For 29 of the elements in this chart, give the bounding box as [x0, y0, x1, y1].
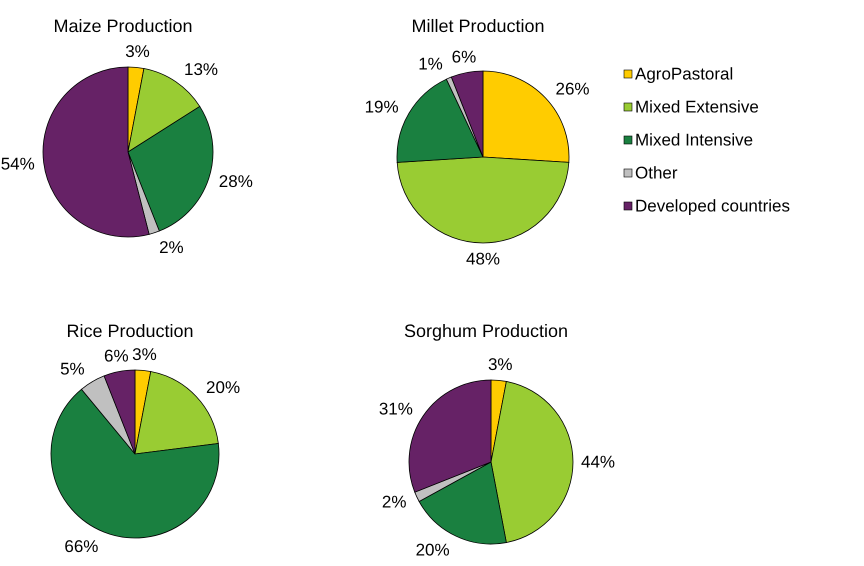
data-label: 5%	[60, 359, 85, 378]
legend-label: Developed countries	[635, 196, 790, 216]
legend-label: Mixed Intensive	[635, 130, 754, 150]
data-label: 44%	[581, 452, 616, 472]
legend-label: AgroPastoral	[635, 64, 734, 84]
data-label: 19%	[364, 98, 399, 117]
legend-label: Mixed Extensive	[635, 98, 759, 116]
data-label: 28%	[218, 172, 253, 192]
data-label: 13%	[184, 60, 218, 80]
data-label: 2%	[159, 238, 184, 258]
data-label: 26%	[556, 79, 590, 98]
chart-title: Millet Production	[411, 16, 545, 36]
legend-label: Other	[635, 164, 678, 182]
data-label: 48%	[466, 250, 500, 268]
data-label: 2%	[382, 492, 406, 512]
data-label: 31%	[378, 399, 413, 418]
chart-title: Rice Production	[66, 321, 194, 341]
data-label: 54%	[0, 154, 35, 174]
chart-title: Maize Production	[53, 16, 193, 36]
data-label: 66%	[64, 536, 98, 556]
data-label: 20%	[416, 540, 450, 560]
data-label: 6%	[452, 47, 476, 66]
data-label: 3%	[132, 344, 157, 364]
data-label: 3%	[125, 42, 150, 61]
data-label: 1%	[418, 54, 443, 74]
data-label: 6%	[104, 346, 129, 366]
data-label: 3%	[488, 354, 513, 374]
chart-title: Sorghum Production	[404, 321, 568, 341]
data-label: 20%	[206, 378, 240, 397]
